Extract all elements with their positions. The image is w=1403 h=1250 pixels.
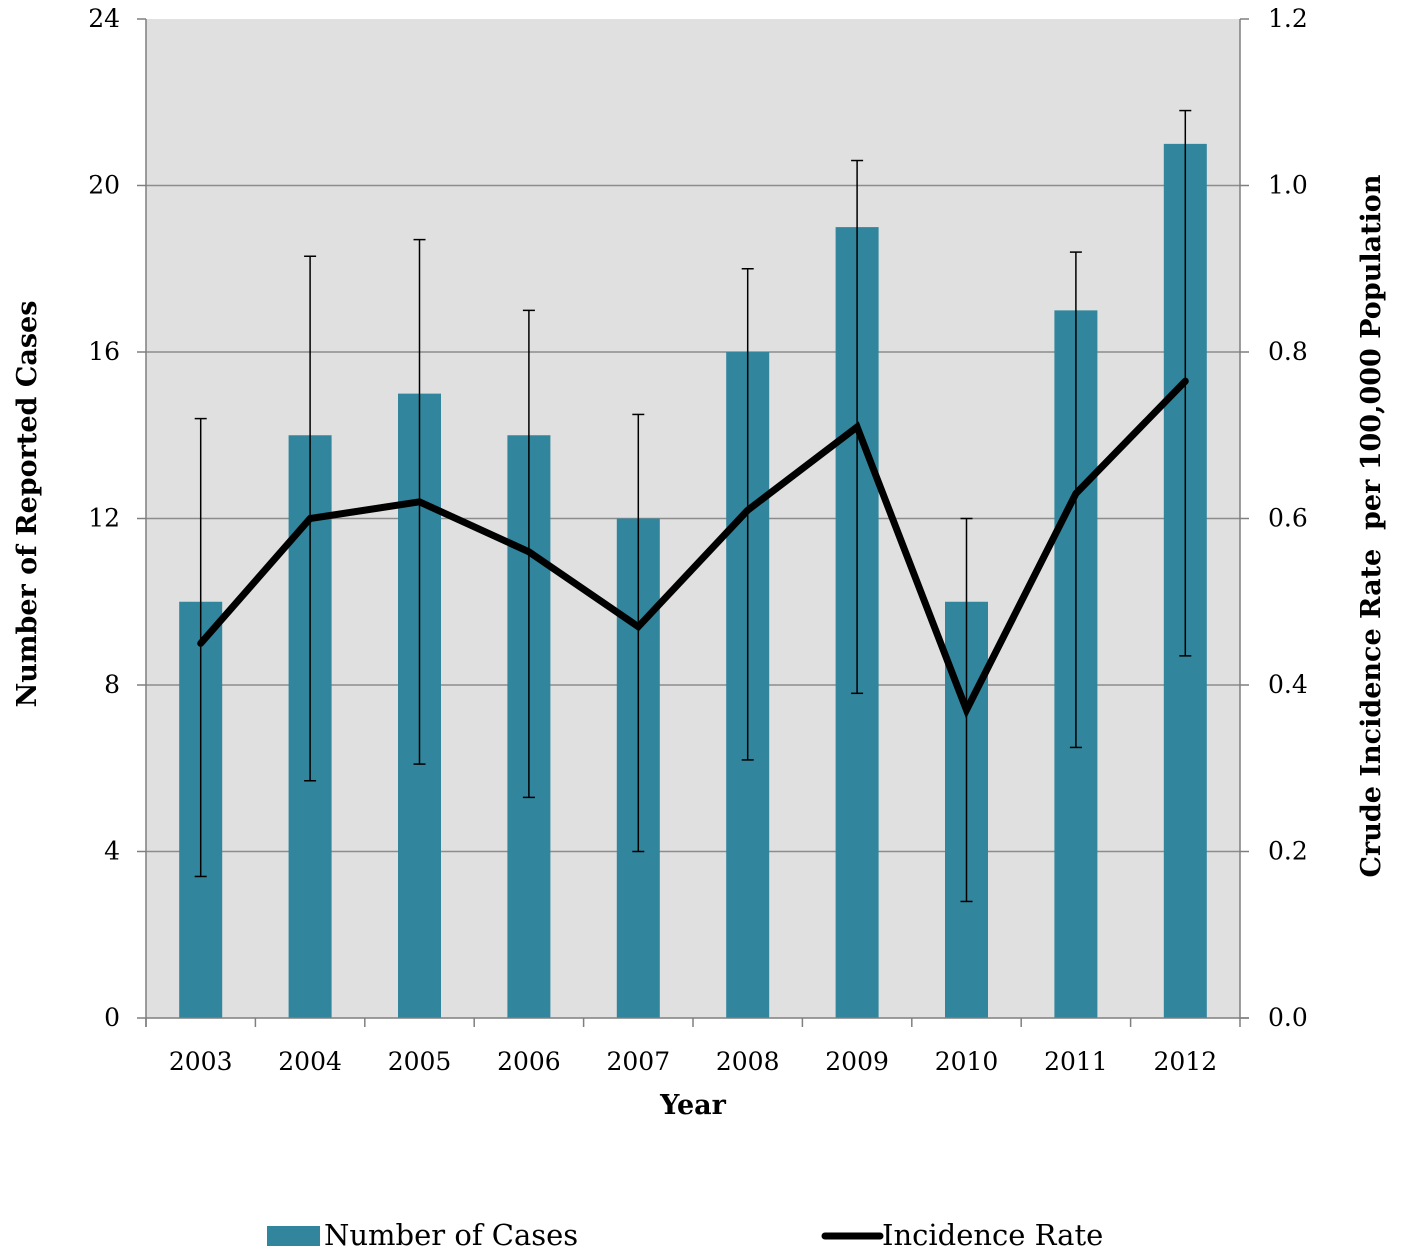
right-tick-label: 0.2 bbox=[1268, 837, 1308, 866]
left-tick-label: 0 bbox=[104, 1003, 120, 1032]
x-tick-label-2005: 2005 bbox=[388, 1047, 452, 1076]
x-tick-label-2003: 2003 bbox=[169, 1047, 233, 1076]
left-tick-label: 8 bbox=[104, 670, 120, 699]
left-tick-label: 4 bbox=[104, 837, 120, 866]
right-tick-label: 0.8 bbox=[1268, 337, 1308, 366]
x-tick-label-2012: 2012 bbox=[1153, 1047, 1217, 1076]
right-tick-labels: 0.0 0.2 0.4 0.6 0.8 1.0 1.2 bbox=[1268, 4, 1308, 1032]
legend-swatch-cases bbox=[267, 1226, 320, 1246]
x-axis-title: Year bbox=[659, 1090, 727, 1121]
legend: Number of Cases Incidence Rate bbox=[267, 1218, 1103, 1250]
left-tick-label: 16 bbox=[88, 337, 120, 366]
x-tick-label-2007: 2007 bbox=[606, 1047, 670, 1076]
y2-axis-title: Crude Incidence Rate per 100,000 Populat… bbox=[1356, 174, 1387, 877]
left-tick-label: 24 bbox=[88, 4, 120, 33]
error-bar-2003 bbox=[194, 417, 207, 878]
x-tick-label-2004: 2004 bbox=[278, 1047, 342, 1076]
left-tick-labels: 0 4 8 12 16 20 24 bbox=[88, 4, 120, 1032]
x-tick-label-2010: 2010 bbox=[935, 1047, 999, 1076]
right-tick-label: 1.2 bbox=[1268, 4, 1308, 33]
x-tick-label-2009: 2009 bbox=[825, 1047, 889, 1076]
x-tick-labels: 2003 2004 2005 2006 2007 2008 2009 2010 2011 2012 bbox=[169, 1047, 1217, 1076]
incidence-rate-line bbox=[197, 377, 1189, 719]
legend-label-cases: Number of Cases bbox=[324, 1218, 578, 1250]
legend-label-rate: Incidence Rate bbox=[882, 1218, 1103, 1250]
right-tick-label: 0.4 bbox=[1268, 670, 1308, 699]
x-tick-label-2011: 2011 bbox=[1044, 1047, 1108, 1076]
right-tick-label: 0.6 bbox=[1268, 504, 1308, 533]
axes bbox=[137, 18, 1249, 1027]
x-tick-label-2008: 2008 bbox=[716, 1047, 780, 1076]
left-tick-label: 20 bbox=[88, 171, 120, 200]
right-tick-label: 0.0 bbox=[1268, 1003, 1308, 1032]
incidence-line-group bbox=[197, 377, 1189, 719]
x-tick-label-2006: 2006 bbox=[497, 1047, 561, 1076]
y-axis-title: Number of Reported Cases bbox=[12, 301, 43, 708]
error-bar-2007 bbox=[632, 413, 645, 853]
left-tick-label: 12 bbox=[88, 504, 120, 533]
right-tick-label: 1.0 bbox=[1268, 171, 1308, 200]
